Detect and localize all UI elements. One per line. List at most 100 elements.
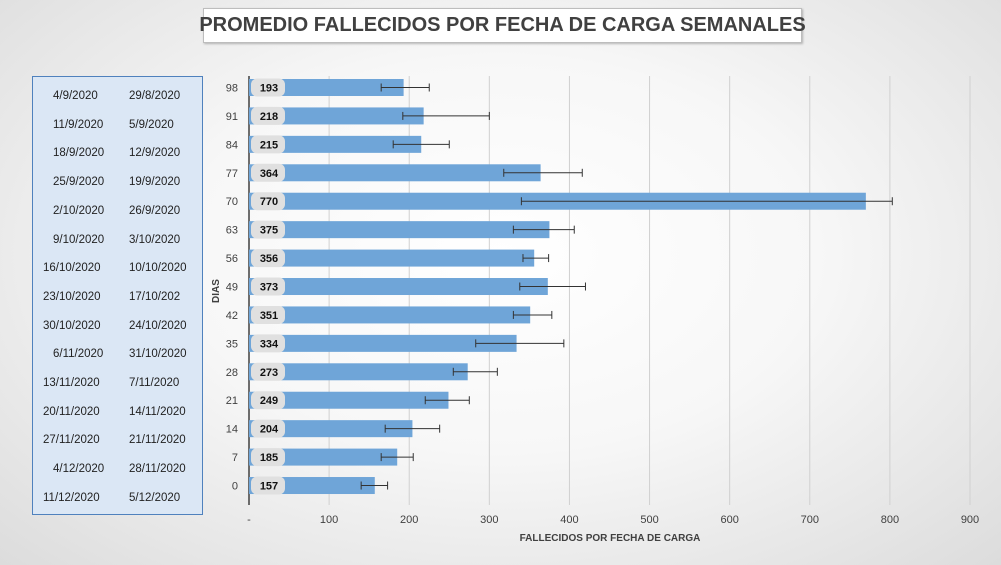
date-pair-row: 18/9/2020 12/9/2020 [33,144,204,164]
date-start: 7/11/2020 [129,377,180,389]
date-range-panel: 4/9/2020 29/8/2020 11/9/2020 5/9/2020 18/9/2… [32,76,203,515]
data-label-bg [251,334,285,353]
date-pair-row: 23/10/2020 17/10/202 [33,288,204,308]
chart-title: PROMEDIO FALLECIDOS POR FECHA DE CARGA S… [199,8,806,43]
date-pair-row: 11/12/2020 5/12/2020 [33,489,204,509]
date-pair-row: 20/11/2020 14/11/2020 [33,403,204,423]
data-label: 218 [260,111,278,123]
y-tick-label: 49 [226,282,238,294]
date-pair-row: 30/10/2020 24/10/2020 [33,317,204,337]
data-label: 351 [260,310,278,322]
data-label: 185 [260,452,278,464]
bar [249,420,413,438]
data-label: 204 [260,424,279,436]
x-tick-label: 200 [400,514,418,526]
y-tick-label: 56 [226,253,238,265]
bar [249,107,424,125]
date-end: 30/10/2020 [43,319,101,332]
data-label: 215 [260,139,278,151]
date-start: 5/9/2020 [129,118,174,131]
x-tick-label: - [247,514,251,526]
date-pair-row: 25/9/2020 19/9/2020 [33,173,204,193]
date-end: 6/11/2020 [53,348,104,361]
data-label: 373 [260,282,278,294]
date-pair-row: 11/9/2020 5/9/2020 [33,116,204,136]
data-label-bg [251,391,285,410]
date-end: 4/12/2020 [53,463,105,476]
x-tick-label: 600 [720,514,738,526]
date-end: 4/9/2020 [53,90,98,102]
date-start: 5/12/2020 [129,491,181,504]
date-start: 10/10/2020 [129,262,187,275]
date-pair-row: 6/11/2020 31/10/2020 [33,345,204,365]
data-label-bg [251,448,285,467]
date-pair-row: 4/9/2020 29/8/2020 [33,87,204,107]
date-start: 28/11/2020 [129,463,186,476]
date-pair-row: 2/10/2020 26/9/2020 [33,202,204,222]
bar [249,448,398,466]
data-label-bg [251,362,285,381]
y-tick-label: 35 [226,338,238,350]
x-tick-label: 900 [961,514,979,526]
date-pair-row: 4/12/2020 28/11/2020 [33,460,204,480]
y-tick-label: 91 [226,111,238,123]
bar [249,391,449,409]
date-pair-row: 9/10/2020 3/10/2020 [33,231,204,251]
y-tick-label: 14 [226,424,238,436]
date-end: 11/12/2020 [43,491,100,504]
data-label-bg [251,192,285,211]
bar [249,306,531,324]
bar [249,221,550,239]
date-start: 26/9/2020 [129,204,181,217]
x-tick-label: 500 [640,514,658,526]
bar [249,79,404,96]
y-tick-label: 0 [232,481,238,493]
y-tick-label: 70 [226,196,238,208]
bar [249,334,517,352]
data-label: 273 [260,367,278,379]
date-end: 25/9/2020 [53,176,105,189]
data-label: 356 [260,253,278,265]
date-end: 16/10/2020 [43,262,101,275]
bar [249,363,468,381]
x-tick-label: 800 [881,514,899,526]
data-label: 193 [260,83,278,95]
date-start: 3/10/2020 [129,233,181,246]
data-label: 364 [260,168,279,180]
date-start: 14/11/2020 [129,405,186,418]
data-label: 249 [260,395,278,407]
date-pair-row: 16/10/2020 10/10/2020 [33,259,204,279]
data-label-bg [251,135,285,154]
y-tick-label: 7 [232,452,238,464]
date-end: 11/9/2020 [53,118,104,131]
data-label: 157 [260,481,278,493]
data-label-bg [251,163,285,182]
x-tick-label: 400 [560,514,578,526]
data-label-bg [251,419,285,438]
data-label-bg [251,277,285,296]
bar [249,278,548,296]
date-start: 31/10/2020 [129,348,187,361]
y-axis-label: DIAS [211,279,222,303]
date-end: 20/11/2020 [43,405,100,418]
data-label-bg [251,78,285,97]
y-tick-label: 77 [226,168,238,180]
data-label-bg [251,220,285,239]
x-tick-label: 100 [320,514,338,526]
data-label-bg [251,305,285,324]
data-label: 334 [260,338,279,350]
date-end: 18/9/2020 [53,147,105,160]
date-start: 17/10/202 [129,290,181,303]
bar [249,164,541,182]
y-tick-label: 84 [226,139,238,151]
y-tick-label: 28 [226,367,238,379]
y-tick-label: 63 [226,225,238,237]
date-end: 27/11/2020 [43,434,100,447]
x-axis-label: FALLECIDOS POR FECHA DE CARGA [520,533,701,544]
date-end: 2/10/2020 [53,204,105,217]
bar [249,249,535,267]
y-tick-label: 21 [226,395,238,407]
date-start: 19/9/2020 [129,176,181,189]
y-tick-label: 98 [226,83,238,95]
x-tick-label: 300 [480,514,498,526]
